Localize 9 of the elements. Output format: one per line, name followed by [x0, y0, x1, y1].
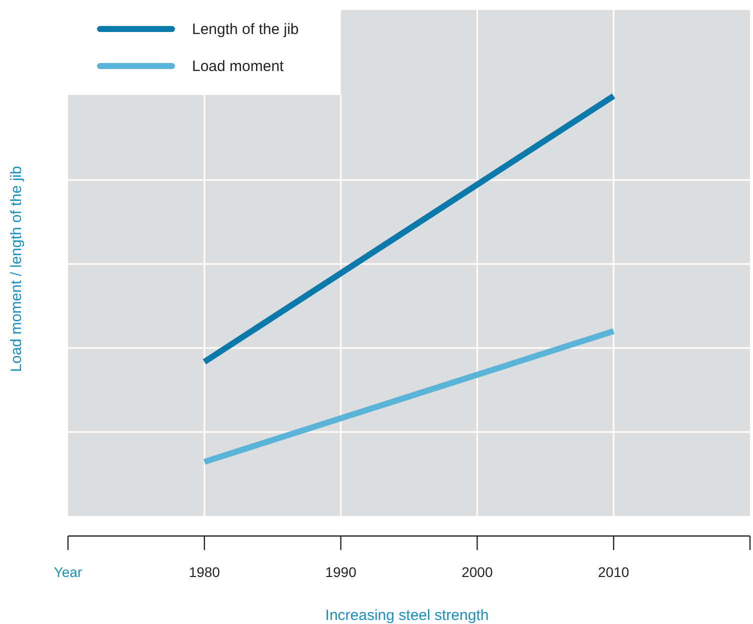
- x-tick-label: Year: [54, 564, 82, 580]
- x-axis-title: Increasing steel strength: [325, 607, 489, 624]
- legend-label: Load moment: [192, 58, 285, 75]
- x-tick-label: 2010: [598, 564, 630, 580]
- x-tick-label: 1990: [325, 564, 357, 580]
- x-tick-label: 1980: [188, 564, 220, 580]
- legend-label: Length of the jib: [192, 21, 299, 38]
- x-tick-label: 2000: [462, 564, 493, 580]
- y-axis-title: Load moment / length of the jib: [8, 166, 25, 372]
